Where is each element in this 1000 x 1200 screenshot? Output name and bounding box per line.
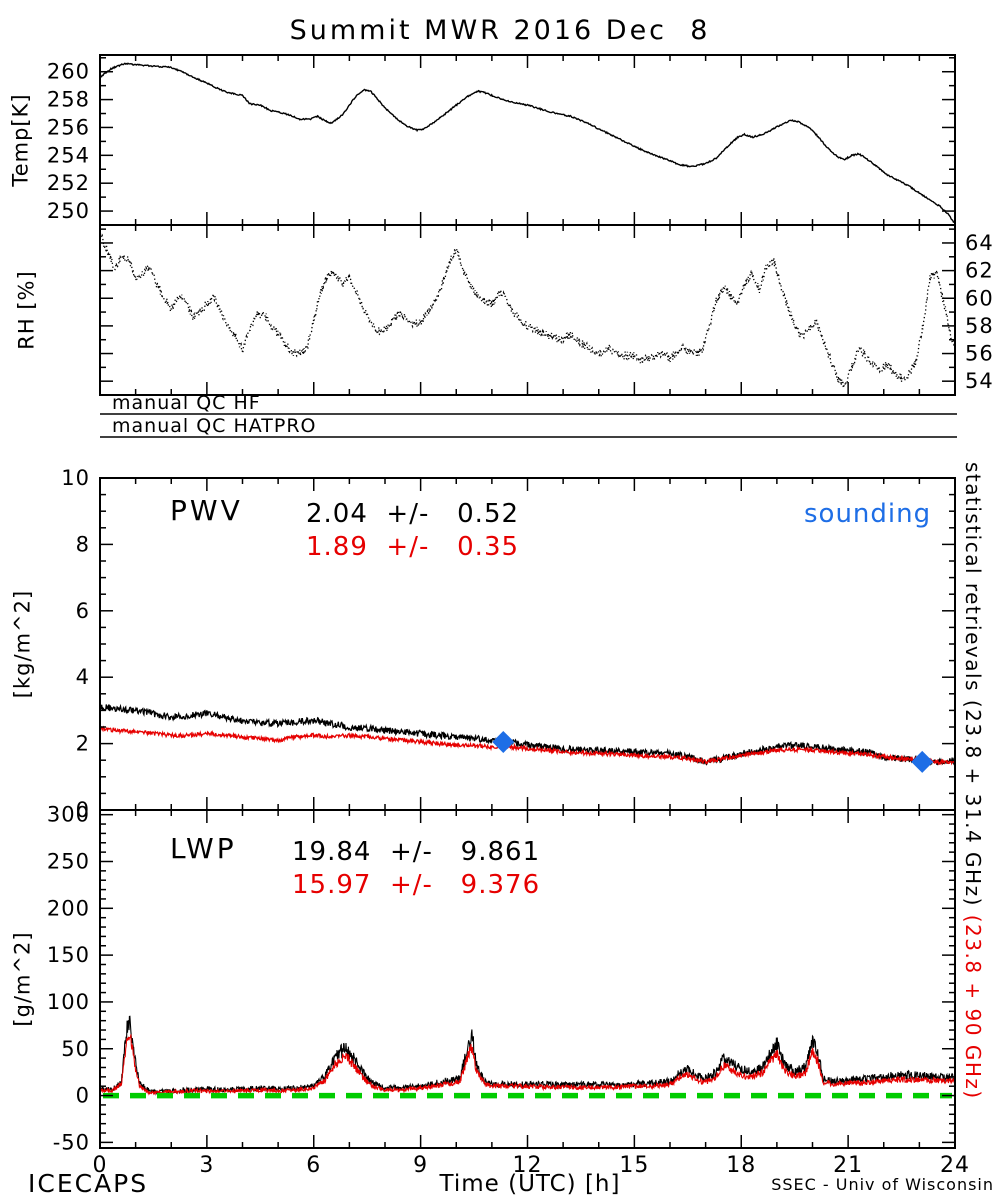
retrieval-caption: statistical retrievals (23.8 + 31.4 GHz)…: [961, 462, 985, 1100]
rh-series-group: [100, 233, 955, 389]
temp-ytick-label: 256: [47, 115, 90, 139]
retrieval-caption-red: (23.8 + 90 GHz): [961, 914, 985, 1100]
temp-trace-temperature-K: [100, 62, 955, 224]
lwp-ytick-label: 150: [47, 943, 90, 967]
lwp-ytick-label: -50: [53, 1130, 90, 1154]
rh-ytick-label: 60: [965, 286, 994, 310]
lwp-ytick-label: 0: [76, 1084, 90, 1108]
sounding-diamond: [911, 750, 934, 773]
sounding-diamond: [492, 730, 515, 753]
lwp-trace-lwp-23.8-90GHz: [100, 1034, 955, 1096]
temp-ticks: [99, 55, 956, 226]
rh-ytick-label: 64: [965, 231, 994, 255]
pwv-stats-red: 1.89 +/- 0.35: [306, 532, 520, 562]
pwv-ytick-label: 8: [76, 532, 90, 556]
lwp-axis-title: [g/m^2]: [10, 931, 35, 1027]
temp-series-group: [100, 62, 955, 224]
pwv-ticks: [99, 477, 956, 811]
x-tick-label: 18: [726, 1153, 756, 1178]
temp-ytick-label: 258: [47, 88, 90, 112]
x-tick-label: 24: [940, 1153, 970, 1178]
temp-ytick-label: 260: [47, 60, 90, 84]
rh-ytick-label: 54: [965, 369, 994, 393]
pwv-ytick-label: 10: [61, 466, 90, 490]
institution-credit: SSEC - Univ of Wisconsin: [771, 1175, 994, 1194]
lwp-series-group: [100, 1015, 955, 1099]
pwv-stats-black: 2.04 +/- 0.52: [306, 499, 520, 529]
temp-frame: [99, 54, 956, 226]
lwp-ytick-label: 200: [47, 896, 90, 920]
lwp-stats-red: 15.97 +/- 9.376: [292, 870, 541, 900]
sounding-legend-label: sounding: [804, 499, 932, 529]
pwv-ytick-label: 0: [76, 798, 90, 822]
rh-ytick-label: 58: [965, 314, 994, 338]
temp-ytick-label: 250: [47, 199, 90, 223]
lwp-panel-label: LWP: [170, 832, 237, 865]
x-tick-label: 12: [513, 1153, 543, 1178]
rh-ticks: [99, 225, 956, 396]
sounding-markers: [492, 730, 934, 773]
pwv-ytick-label: 4: [76, 665, 90, 689]
figure-title: Summit MWR 2016 Dec 8: [289, 15, 711, 46]
retrieval-caption-black: statistical retrievals (23.8 + 31.4 GHz): [961, 462, 985, 915]
lwp-ytick-label: 300: [47, 803, 90, 827]
pwv-trace-pwv-23.8-90GHz: [100, 725, 955, 766]
x-axis-title: Time (UTC) [h]: [439, 1171, 621, 1197]
rh-ytick-label: 62: [965, 259, 994, 283]
rh-frame: [99, 224, 956, 396]
lwp-ticks: [99, 810, 956, 1148]
lwp-stats-black: 19.84 +/- 9.861: [292, 837, 541, 867]
lwp-ytick-label: 50: [61, 1037, 90, 1061]
rh-trace-relative-humidity-pct: [100, 233, 955, 389]
pwv-ytick-label: 2: [76, 732, 90, 756]
temp-axis-title: Temp[K]: [8, 93, 33, 187]
project-name: ICECAPS: [28, 1169, 149, 1198]
x-tick-label: 21: [833, 1153, 863, 1178]
pwv-series-group: [100, 703, 955, 766]
x-tick-label: 9: [413, 1153, 428, 1178]
pwv-trace-pwv-23.8-31.4GHz: [100, 703, 955, 766]
x-tick-label: 0: [93, 1153, 108, 1178]
x-tick-label: 6: [306, 1153, 321, 1178]
qc-hatpro-label: manual QC HATPRO: [112, 415, 317, 437]
temp-ytick-label: 252: [47, 171, 90, 195]
pwv-panel-label: PWV: [170, 494, 243, 527]
rh-ytick-label: 56: [965, 342, 994, 366]
temp-ytick-label: 254: [47, 143, 90, 167]
qc-hf-label: manual QC HF: [112, 392, 261, 414]
rh-axis-title: RH [%]: [14, 270, 39, 350]
lwp-ytick-label: 100: [47, 990, 90, 1014]
pwv-ytick-label: 6: [76, 599, 90, 623]
x-tick-label: 15: [619, 1153, 649, 1178]
lwp-ytick-label: 250: [47, 849, 90, 873]
pwv-axis-title: [kg/m^2]: [10, 589, 35, 699]
x-tick-label: 3: [199, 1153, 214, 1178]
